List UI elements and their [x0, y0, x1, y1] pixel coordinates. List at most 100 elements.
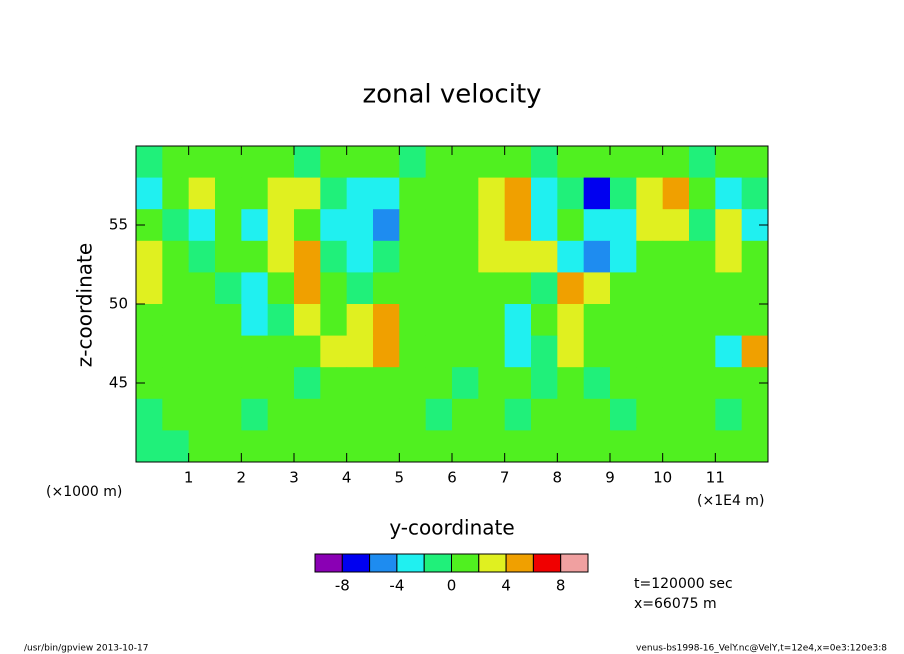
contour-cell — [373, 367, 400, 400]
contour-cell — [267, 367, 295, 400]
contour-cell — [346, 430, 374, 463]
contour-cell — [241, 304, 269, 337]
contour-cell — [399, 398, 427, 431]
colorbar-tick-label: 4 — [501, 577, 511, 595]
contour-cell — [373, 398, 400, 431]
contour-cell — [557, 240, 585, 273]
contour-cell — [294, 146, 321, 179]
contour-cell — [399, 335, 427, 368]
footer: /usr/bin/gpview 2013-10-17 — [24, 644, 148, 654]
contour-cell — [478, 335, 506, 368]
contour-cell — [215, 430, 242, 463]
contour-cell — [136, 146, 163, 179]
contour-cell — [215, 304, 242, 337]
contour-cell — [425, 240, 453, 273]
contour-cell — [531, 240, 558, 273]
contour-cell — [583, 367, 611, 400]
annotation: x=66075 m — [634, 596, 717, 612]
x-tick-label: 4 — [342, 469, 352, 487]
contour-cell — [741, 146, 769, 179]
contour-cell — [136, 304, 163, 337]
contour-cell — [610, 209, 637, 242]
contour-cell — [215, 272, 242, 305]
contour-cell — [320, 272, 348, 305]
x-tick-label: 9 — [605, 469, 615, 487]
contour-cell — [452, 177, 479, 210]
contour-cell — [241, 272, 269, 305]
contour-cell — [425, 304, 453, 337]
contour-cell — [504, 367, 532, 400]
contour-cell — [162, 430, 190, 463]
contour-cell — [399, 146, 427, 179]
contour-cell — [188, 398, 216, 431]
contour-cell — [741, 335, 769, 368]
contour-cell — [715, 177, 743, 210]
contour-cell — [583, 304, 611, 337]
contour-cell — [610, 430, 637, 463]
contour-cell — [215, 240, 242, 273]
contour-cell — [162, 177, 190, 210]
contour-cell — [399, 240, 427, 273]
colorbar-tick-label: 0 — [447, 577, 457, 595]
colorbar-box — [396, 553, 425, 573]
contour-cell — [636, 177, 664, 210]
contour-cell — [294, 430, 321, 463]
contour-cell — [557, 398, 585, 431]
contour-cell — [188, 335, 216, 368]
contour-cell — [662, 177, 690, 210]
contour-cell — [452, 398, 479, 431]
contour-cell — [504, 398, 532, 431]
contour-cell — [162, 146, 190, 179]
contour-cell — [267, 430, 295, 463]
contour-cell — [136, 398, 163, 431]
contour-cell — [452, 240, 479, 273]
contour-cell — [320, 430, 348, 463]
contour-cell — [689, 146, 716, 179]
contour-cell — [136, 335, 163, 368]
contour-cell — [531, 367, 558, 400]
contour-cell — [715, 272, 743, 305]
contour-cell — [399, 209, 427, 242]
contour-cell — [373, 430, 400, 463]
contour-cell — [320, 367, 348, 400]
contour-cell — [689, 335, 716, 368]
contour-cell — [320, 240, 348, 273]
contour-cell — [715, 398, 743, 431]
contour-cell — [583, 146, 611, 179]
contour-cell — [583, 240, 611, 273]
contour-cell — [478, 398, 506, 431]
contour-cell — [399, 304, 427, 337]
contour-cell — [188, 367, 216, 400]
contour-cell — [294, 398, 321, 431]
colorbar-box — [341, 553, 371, 573]
contour-cell — [531, 209, 558, 242]
contour-cell — [373, 272, 400, 305]
annotation: t=120000 sec — [634, 576, 733, 592]
contour-cell — [504, 177, 532, 210]
contour-cell — [162, 209, 190, 242]
contour-cell — [636, 209, 664, 242]
contour-cell — [188, 177, 216, 210]
contour-cell — [373, 304, 400, 337]
contour-cell — [636, 304, 664, 337]
contour-cell — [662, 272, 690, 305]
contour-cell — [531, 146, 558, 179]
chart-title: zonal velocity — [362, 80, 541, 110]
x-tick-label: 6 — [447, 469, 457, 487]
contour-cell — [557, 177, 585, 210]
contour-cell — [531, 430, 558, 463]
contour-cell — [241, 240, 269, 273]
contour-cell — [215, 335, 242, 368]
contour-cell — [583, 335, 611, 368]
contour-cell — [557, 272, 585, 305]
contour-cell — [504, 209, 532, 242]
contour-cell — [241, 146, 269, 179]
contour-cell — [320, 304, 348, 337]
contour-cell — [425, 146, 453, 179]
contour-cell — [636, 272, 664, 305]
contour-cell — [136, 177, 163, 210]
contour-cell — [557, 304, 585, 337]
contour-cell — [610, 177, 637, 210]
contour-cell — [478, 177, 506, 210]
